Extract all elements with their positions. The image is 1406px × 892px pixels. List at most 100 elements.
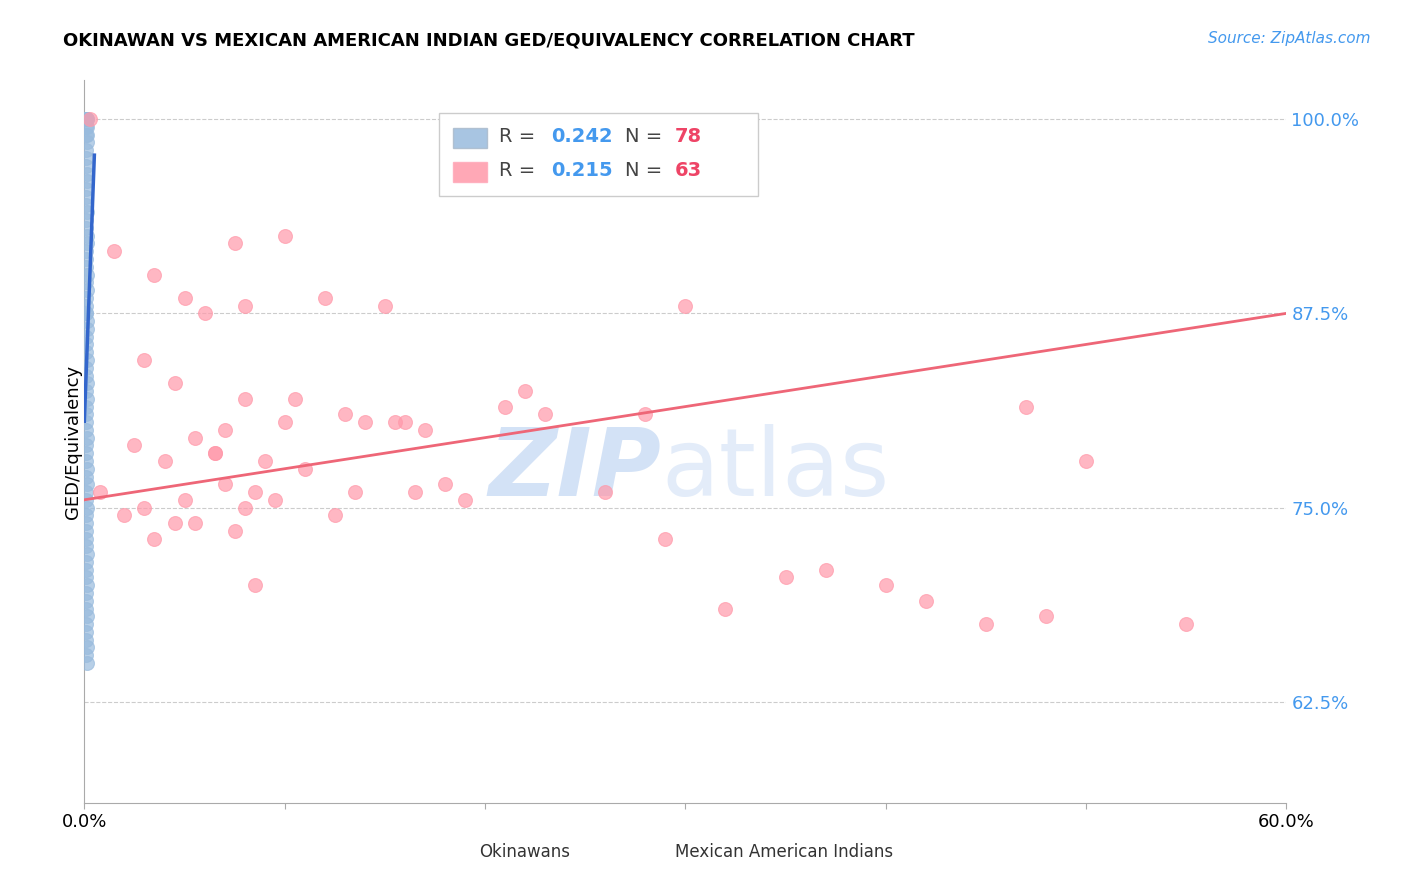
Point xyxy=(76,314,98,328)
Point xyxy=(163,376,186,391)
Point xyxy=(323,508,346,523)
Point xyxy=(75,252,97,266)
Point xyxy=(1175,617,1198,632)
Point xyxy=(183,431,205,445)
Text: 63: 63 xyxy=(675,161,702,180)
Text: N =: N = xyxy=(626,128,669,146)
Point xyxy=(243,578,266,592)
Point xyxy=(75,112,97,127)
Point xyxy=(75,485,97,500)
Point xyxy=(75,143,97,157)
Text: atlas: atlas xyxy=(661,425,890,516)
Point xyxy=(76,609,98,624)
Point xyxy=(374,299,396,313)
Point xyxy=(153,454,176,468)
Point xyxy=(75,438,97,452)
Point xyxy=(75,540,97,554)
Point xyxy=(75,182,97,196)
Text: N =: N = xyxy=(626,161,669,180)
Point xyxy=(89,485,111,500)
Text: 78: 78 xyxy=(675,128,702,146)
Point xyxy=(714,601,737,615)
Point xyxy=(76,268,98,282)
Point xyxy=(75,260,97,274)
Point xyxy=(76,376,98,391)
Point xyxy=(75,415,97,429)
Point xyxy=(75,112,97,127)
Point xyxy=(243,485,266,500)
Point xyxy=(274,228,297,243)
Point xyxy=(434,477,457,491)
Point xyxy=(204,446,226,460)
Point xyxy=(263,492,285,507)
Point xyxy=(75,345,97,359)
Point xyxy=(75,400,97,414)
Point xyxy=(75,220,97,235)
Point xyxy=(675,299,697,313)
Point xyxy=(284,392,307,406)
Point xyxy=(76,167,98,181)
Point xyxy=(75,454,97,468)
Point xyxy=(354,415,377,429)
Point xyxy=(75,516,97,530)
Point xyxy=(75,299,97,313)
Text: Mexican American Indians: Mexican American Indians xyxy=(675,843,893,861)
Point xyxy=(253,454,276,468)
Point xyxy=(75,112,97,127)
Point xyxy=(143,532,166,546)
Point xyxy=(454,492,477,507)
Point xyxy=(75,384,97,398)
Point xyxy=(634,408,657,422)
Point xyxy=(76,431,98,445)
Text: R =: R = xyxy=(499,161,541,180)
Point xyxy=(75,244,97,259)
Point xyxy=(775,570,797,584)
Point xyxy=(814,563,837,577)
Point xyxy=(75,120,97,134)
Text: ZIP: ZIP xyxy=(488,425,661,516)
Point xyxy=(124,438,146,452)
Y-axis label: GED/Equivalency: GED/Equivalency xyxy=(65,365,82,518)
Point xyxy=(76,656,98,670)
Point xyxy=(75,563,97,577)
Point xyxy=(75,128,97,142)
Point xyxy=(1015,400,1038,414)
Point xyxy=(173,291,195,305)
Point xyxy=(75,360,97,375)
Point xyxy=(75,648,97,663)
Point xyxy=(214,423,236,437)
Point xyxy=(75,570,97,584)
Point xyxy=(875,578,897,592)
Point xyxy=(224,524,246,538)
Point xyxy=(1076,454,1098,468)
Point xyxy=(76,120,98,134)
Point xyxy=(76,392,98,406)
Point xyxy=(595,485,617,500)
Point xyxy=(76,128,98,142)
Point xyxy=(75,532,97,546)
Point xyxy=(75,624,97,639)
Point xyxy=(76,353,98,368)
Point xyxy=(274,415,297,429)
Point xyxy=(76,174,98,188)
Point xyxy=(76,477,98,491)
Point xyxy=(413,423,436,437)
Point xyxy=(76,500,98,515)
Text: Source: ZipAtlas.com: Source: ZipAtlas.com xyxy=(1208,31,1371,46)
FancyBboxPatch shape xyxy=(631,843,665,863)
Point xyxy=(183,516,205,530)
Point xyxy=(75,190,97,204)
Point xyxy=(333,408,356,422)
Point xyxy=(75,601,97,615)
Point xyxy=(76,112,98,127)
Point xyxy=(143,268,166,282)
Point xyxy=(134,500,156,515)
FancyBboxPatch shape xyxy=(439,112,758,196)
FancyBboxPatch shape xyxy=(436,843,470,863)
Point xyxy=(394,415,416,429)
Point xyxy=(204,446,226,460)
FancyBboxPatch shape xyxy=(453,128,486,148)
Point xyxy=(79,112,101,127)
Point xyxy=(76,322,98,336)
Point xyxy=(75,446,97,460)
